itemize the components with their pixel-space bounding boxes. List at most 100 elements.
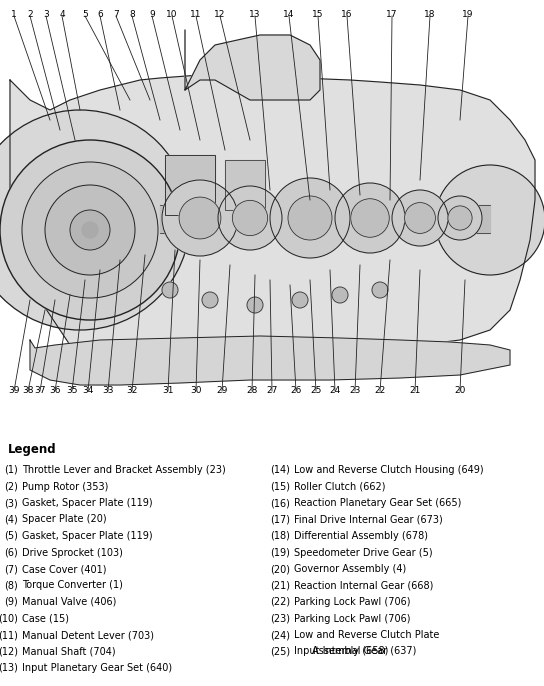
Text: 29: 29 bbox=[217, 386, 228, 395]
Circle shape bbox=[332, 287, 348, 303]
Text: 38: 38 bbox=[22, 386, 34, 395]
Circle shape bbox=[82, 222, 98, 238]
Bar bbox=[165, 155, 215, 215]
Text: Governor Assembly (4): Governor Assembly (4) bbox=[294, 564, 406, 574]
Text: (7): (7) bbox=[4, 564, 18, 574]
Text: (22): (22) bbox=[270, 597, 290, 607]
Text: (25): (25) bbox=[270, 646, 290, 657]
Circle shape bbox=[0, 140, 180, 320]
Text: 33: 33 bbox=[102, 386, 114, 395]
Text: (10): (10) bbox=[0, 613, 18, 624]
Text: (23): (23) bbox=[270, 613, 290, 624]
Bar bbox=[225, 160, 265, 210]
Text: 25: 25 bbox=[310, 386, 322, 395]
Text: 8: 8 bbox=[129, 10, 135, 19]
Text: (8): (8) bbox=[4, 580, 18, 591]
Text: 18: 18 bbox=[424, 10, 436, 19]
Text: Drive Sprocket (103): Drive Sprocket (103) bbox=[22, 547, 123, 558]
Text: (20): (20) bbox=[270, 564, 290, 574]
Text: Parking Lock Pawl (706): Parking Lock Pawl (706) bbox=[294, 613, 411, 624]
Circle shape bbox=[288, 196, 332, 240]
Text: 16: 16 bbox=[341, 10, 353, 19]
Bar bbox=[160, 205, 490, 233]
Text: 6: 6 bbox=[97, 10, 103, 19]
Text: 21: 21 bbox=[409, 386, 421, 395]
Text: (6): (6) bbox=[4, 547, 18, 558]
Text: Roller Clutch (662): Roller Clutch (662) bbox=[294, 482, 386, 491]
Text: 27: 27 bbox=[267, 386, 277, 395]
Polygon shape bbox=[185, 30, 320, 100]
Text: Manual Shaft (704): Manual Shaft (704) bbox=[22, 646, 116, 657]
Text: (14): (14) bbox=[270, 465, 290, 475]
Circle shape bbox=[162, 282, 178, 298]
Text: (11): (11) bbox=[0, 630, 18, 640]
Circle shape bbox=[162, 180, 238, 256]
Circle shape bbox=[435, 165, 544, 275]
Polygon shape bbox=[10, 75, 535, 368]
Text: Input Planetary Gear Set (640): Input Planetary Gear Set (640) bbox=[22, 663, 172, 673]
Circle shape bbox=[218, 186, 282, 250]
Text: 22: 22 bbox=[374, 386, 386, 395]
Text: Gasket, Spacer Plate (119): Gasket, Spacer Plate (119) bbox=[22, 531, 153, 541]
Text: 26: 26 bbox=[290, 386, 302, 395]
Text: Case Cover (401): Case Cover (401) bbox=[22, 564, 107, 574]
Text: Spacer Plate (20): Spacer Plate (20) bbox=[22, 514, 107, 525]
Circle shape bbox=[0, 110, 190, 330]
Text: Differential Assembly (678): Differential Assembly (678) bbox=[294, 531, 428, 541]
Text: 10: 10 bbox=[166, 10, 178, 19]
Text: 32: 32 bbox=[126, 386, 138, 395]
Circle shape bbox=[202, 292, 218, 308]
Text: Manual Valve (406): Manual Valve (406) bbox=[22, 597, 116, 607]
Text: (4): (4) bbox=[4, 514, 18, 525]
Text: 17: 17 bbox=[386, 10, 398, 19]
Text: Throttle Lever and Bracket Assembly (23): Throttle Lever and Bracket Assembly (23) bbox=[22, 465, 226, 475]
Circle shape bbox=[392, 190, 448, 246]
Text: 34: 34 bbox=[82, 386, 94, 395]
Text: (2): (2) bbox=[4, 482, 18, 491]
Text: 30: 30 bbox=[190, 386, 202, 395]
Text: 4: 4 bbox=[59, 10, 65, 19]
Text: 24: 24 bbox=[329, 386, 341, 395]
Circle shape bbox=[372, 282, 388, 298]
Text: 35: 35 bbox=[66, 386, 78, 395]
Text: Case (15): Case (15) bbox=[22, 613, 69, 624]
Circle shape bbox=[247, 297, 263, 313]
Text: Low and Reverse Clutch Housing (649): Low and Reverse Clutch Housing (649) bbox=[294, 465, 484, 475]
Text: Torque Converter (1): Torque Converter (1) bbox=[22, 580, 123, 591]
Text: 23: 23 bbox=[349, 386, 361, 395]
Text: (24): (24) bbox=[270, 630, 290, 640]
Text: (9): (9) bbox=[4, 597, 18, 607]
Text: 15: 15 bbox=[312, 10, 324, 19]
Text: (5): (5) bbox=[4, 531, 18, 541]
Circle shape bbox=[351, 199, 390, 237]
Text: Final Drive Internal Gear (673): Final Drive Internal Gear (673) bbox=[294, 514, 443, 525]
Circle shape bbox=[45, 185, 135, 275]
Text: 36: 36 bbox=[50, 386, 61, 395]
Text: Parking Lock Pawl (706): Parking Lock Pawl (706) bbox=[294, 597, 411, 607]
Text: 31: 31 bbox=[162, 386, 174, 395]
Text: (12): (12) bbox=[0, 646, 18, 657]
Text: Reaction Internal Gear (668): Reaction Internal Gear (668) bbox=[294, 580, 434, 591]
Text: 37: 37 bbox=[34, 386, 46, 395]
Text: 9: 9 bbox=[149, 10, 155, 19]
Circle shape bbox=[22, 162, 158, 298]
Text: Low and Reverse Clutch Plate: Low and Reverse Clutch Plate bbox=[294, 630, 440, 640]
Circle shape bbox=[70, 210, 110, 250]
Text: 13: 13 bbox=[249, 10, 261, 19]
Circle shape bbox=[405, 202, 435, 233]
Text: (13): (13) bbox=[0, 663, 18, 673]
Text: 12: 12 bbox=[214, 10, 226, 19]
Circle shape bbox=[448, 206, 472, 230]
Text: 3: 3 bbox=[43, 10, 49, 19]
Circle shape bbox=[270, 178, 350, 258]
Text: Manual Detent Lever (703): Manual Detent Lever (703) bbox=[22, 630, 154, 640]
Circle shape bbox=[232, 200, 268, 235]
Text: (15): (15) bbox=[270, 482, 290, 491]
Text: 7: 7 bbox=[113, 10, 119, 19]
Circle shape bbox=[292, 292, 308, 308]
Text: 20: 20 bbox=[454, 386, 466, 395]
Text: (17): (17) bbox=[270, 514, 290, 525]
Circle shape bbox=[438, 196, 482, 240]
Text: 14: 14 bbox=[283, 10, 295, 19]
Text: Assembly (658): Assembly (658) bbox=[312, 646, 388, 656]
